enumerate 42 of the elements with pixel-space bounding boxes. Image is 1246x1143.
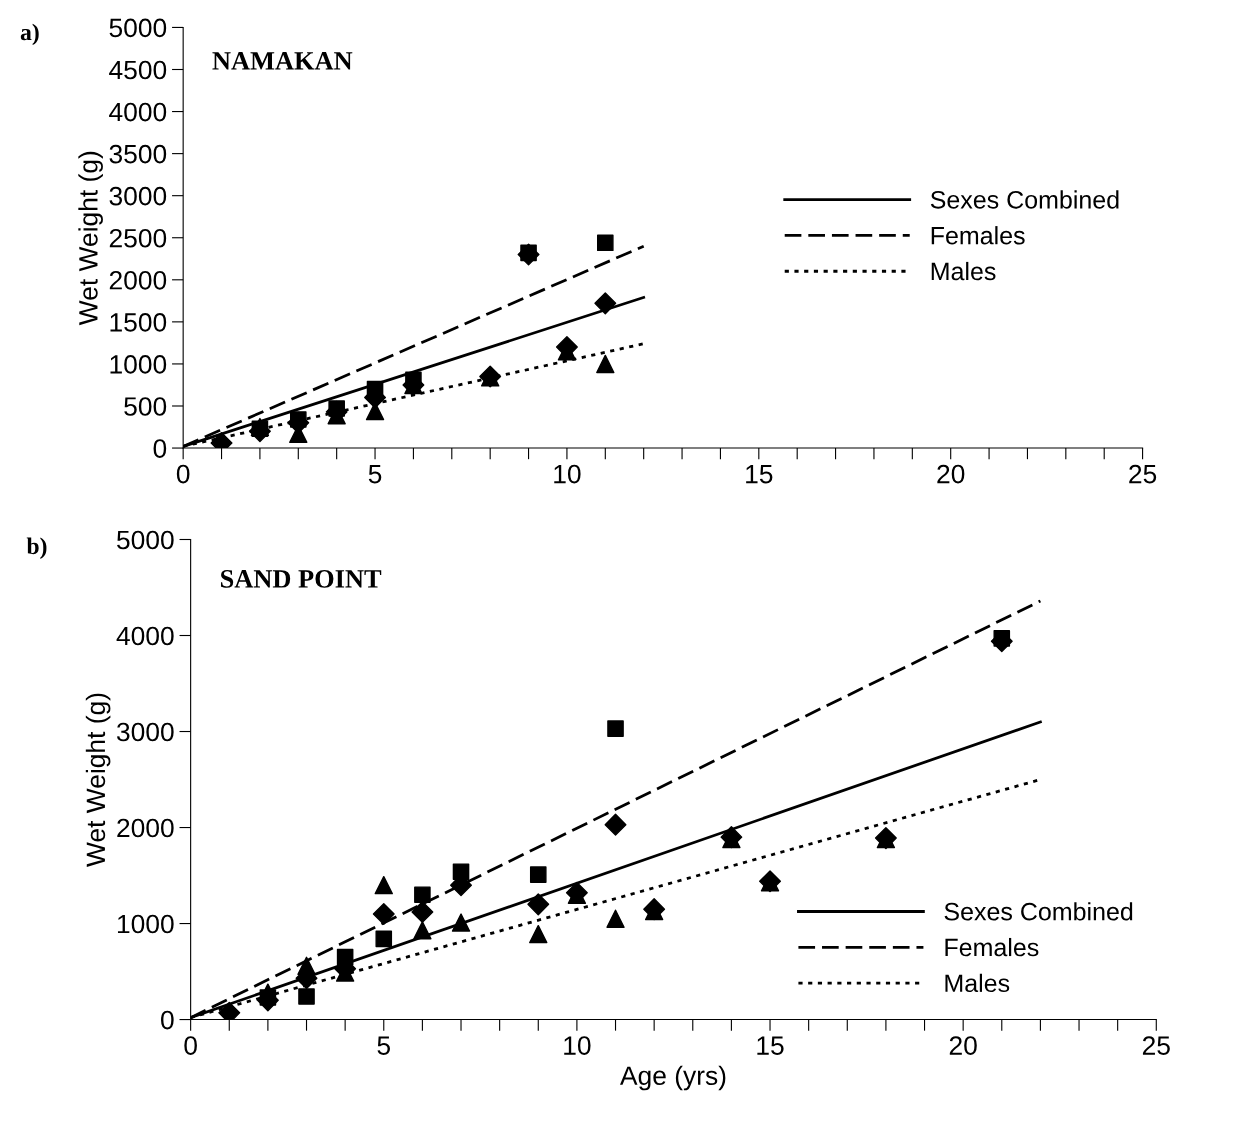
x-tick-label: 15 <box>757 1036 784 1055</box>
y-axis-title: Wet Weight (g) <box>85 693 111 867</box>
text: b) <box>26 537 47 559</box>
y-tick-label: 4500 <box>109 60 167 80</box>
x-tick-label: 5 <box>368 465 382 484</box>
y-tick-label: 2000 <box>117 818 174 838</box>
y-tick-label: 3500 <box>109 144 167 164</box>
y-tick-label: 4000 <box>109 102 167 122</box>
y-tick-label: 1000 <box>117 914 174 934</box>
y-tick-label: 0 <box>161 1010 174 1030</box>
x-axis-title: Age (yrs) <box>620 1065 726 1091</box>
y-tick-label: 4000 <box>116 626 174 646</box>
x-tick-label: 20 <box>937 464 965 484</box>
legend-label: Sexes Combined <box>930 190 1119 209</box>
x-tick-label: 20 <box>949 1036 977 1055</box>
legend-label: Males <box>945 973 1010 993</box>
x-tick-label: 25 <box>1142 1036 1170 1055</box>
x-tick-label: 15 <box>746 465 773 484</box>
text: a) <box>20 23 39 46</box>
x-tick-label: 10 <box>564 1036 591 1055</box>
y-tick-label: 2500 <box>109 228 167 248</box>
y-tick-label: 5000 <box>117 530 174 550</box>
x-tick-label: 10 <box>554 464 581 484</box>
text: NAMAKAN <box>212 52 353 70</box>
legend-label: Sexes Combined <box>944 902 1133 921</box>
x-tick-label: 0 <box>184 1036 197 1055</box>
y-tick-label: 1500 <box>110 313 167 332</box>
legend-label: Females <box>945 937 1039 957</box>
legend-label: Males <box>931 261 996 281</box>
y-tick-label: 500 <box>124 397 167 416</box>
legend-label: Females <box>931 226 1025 245</box>
text: SAND POINT <box>221 570 382 588</box>
y-tick-label: 5000 <box>109 18 167 38</box>
y-tick-label: 3000 <box>116 722 174 742</box>
y-tick-label: 3000 <box>109 186 167 206</box>
x-tick-label: 25 <box>1129 464 1157 484</box>
y-tick-label: 2000 <box>109 270 167 290</box>
y-axis-title: Wet Weight (g) <box>78 151 103 326</box>
x-tick-label: 0 <box>176 464 190 484</box>
x-tick-label: 5 <box>377 1036 390 1055</box>
y-tick-label: 0 <box>153 439 167 458</box>
y-tick-label: 1000 <box>110 355 167 374</box>
